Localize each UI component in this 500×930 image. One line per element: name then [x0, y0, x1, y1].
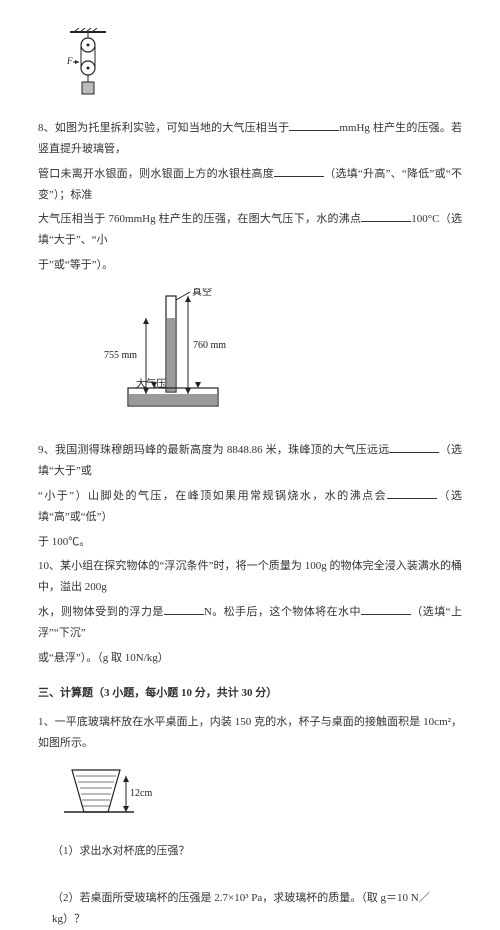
q10-text-1: 10、某小组在探究物体的“浮沉条件”时，将一个质量为 100g 的物体完全浸入装… [38, 560, 462, 593]
q10-blank-1 [164, 603, 204, 615]
q8-text-3: 管口未离开水银面，则水银面上方的水银柱高度 [38, 168, 274, 180]
q8-text-7: 于”或“等于”）。 [38, 259, 113, 271]
q8-blank-1 [289, 119, 339, 131]
q10-blank-2 [361, 603, 411, 615]
cup-figure: 12cm [64, 764, 462, 832]
q8-line2: 管口未离开水银面，则水银面上方的水银柱高度（选填“升高”、“降低”或“不变”）；… [38, 164, 462, 206]
q9-text-3: “小于”）山脚处的气压，在峰顶如果用常规锅烧水，水的沸点会 [38, 490, 387, 502]
q8-line3: 大气压相当于 760mmHg 柱产生的压强，在图大气压下，水的沸点100°C（选… [38, 209, 462, 251]
q10-text-3: N。松手后，这个物体将在水中 [204, 606, 361, 618]
q10-line2: 水，则物体受到的浮力是N。松手后，这个物体将在水中（选填“上浮”“下沉” [38, 602, 462, 644]
q9-line3: 于 100℃。 [38, 532, 462, 553]
q8-line4: 于”或“等于”）。 [38, 255, 462, 276]
atm-label: 大气压 [136, 377, 166, 390]
q9-text-5: 于 100℃。 [38, 536, 90, 548]
svg-text:F: F [66, 56, 73, 66]
q9-blank-1 [389, 441, 439, 453]
q9-text-1: 9、我国测得珠穆朗玛峰的最新高度为 8848.86 米，珠峰顶的大气压远远 [38, 444, 389, 456]
q8-blank-2 [274, 165, 324, 177]
q9-line2: “小于”）山脚处的气压，在峰顶如果用常规锅烧水，水的沸点会（选填“高”或“低”） [38, 486, 462, 528]
spacer [38, 868, 462, 882]
q3-1-sub1: （1）求出水对杯底的压强？ [52, 841, 462, 862]
cup-height-label: 12cm [130, 788, 152, 799]
q3-1-sub2: （2）若桌面所受玻璃杯的压强是 2.7×10³ Pa，求玻璃杯的质量。（取 g＝… [52, 888, 462, 930]
q10-line1: 10、某小组在探究物体的“浮沉条件”时，将一个质量为 100g 的物体完全浸入装… [38, 556, 462, 598]
section3-title: 三、计算题（3 小题，每小题 10 分，共计 30 分） [38, 683, 462, 704]
q3-1-stem: 1、一平底玻璃杯放在水平桌面上，内装 150 克的水，杯子与桌面的接触面积是 1… [38, 712, 462, 754]
q9-blank-2 [387, 487, 437, 499]
q8-blank-3 [361, 210, 411, 222]
q10-line3: 或“悬浮”）。（g 取 10N/kg） [38, 648, 462, 669]
h755-label: 755 mm [104, 350, 137, 361]
q8-text-5: 大气压相当于 760mmHg 柱产生的压强，在图大气压下，水的沸点 [38, 213, 361, 225]
q10-text-5: 或“悬浮”）。（g 取 10N/kg） [38, 652, 169, 664]
q9-line1: 9、我国测得珠穆朗玛峰的最新高度为 8848.86 米，珠峰顶的大气压远远（选填… [38, 440, 462, 482]
h760-label: 760 mm [193, 340, 226, 351]
torricelli-figure: 真空 755 mm 760 mm 大气压 [98, 288, 462, 426]
vacuum-label: 真空 [192, 288, 212, 298]
q10-text-2: 水，则物体受到的浮力是 [38, 606, 164, 618]
q8-line1: 8、如图为托里拆利实验，可知当地的大气压相当于mmHg 柱产生的压强。若竖直提升… [38, 118, 462, 160]
pulley-figure: F [64, 28, 462, 108]
q8-text-1: 8、如图为托里拆利实验，可知当地的大气压相当于 [38, 122, 289, 134]
